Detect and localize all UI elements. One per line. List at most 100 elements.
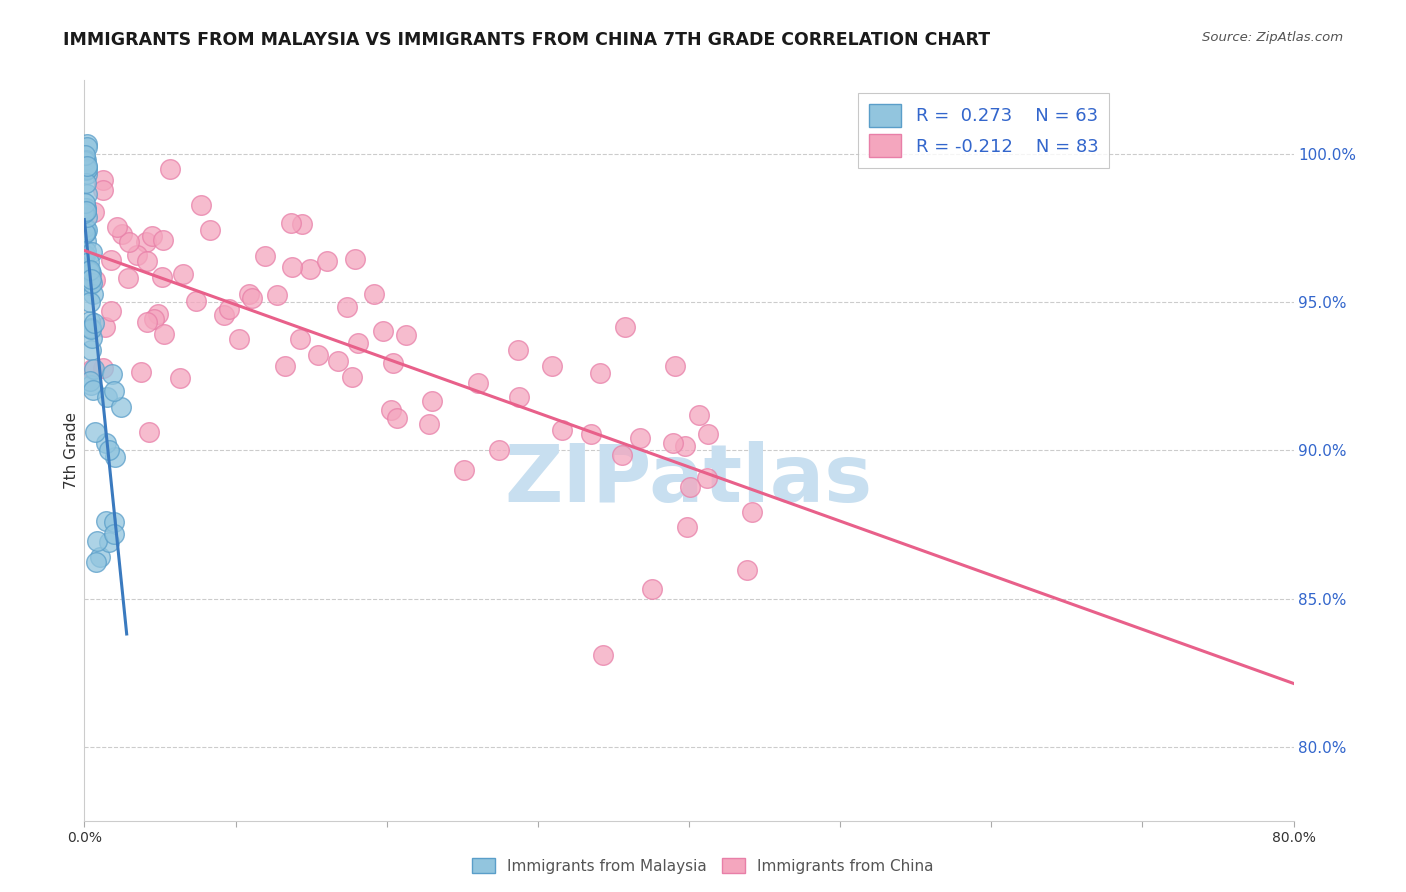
Point xyxy=(613,320,636,334)
Point xyxy=(82,362,104,376)
Point xyxy=(328,354,350,368)
Point xyxy=(101,367,124,381)
Point xyxy=(76,222,98,236)
Point xyxy=(418,417,440,431)
Text: IMMIGRANTS FROM MALAYSIA VS IMMIGRANTS FROM CHINA 7TH GRADE CORRELATION CHART: IMMIGRANTS FROM MALAYSIA VS IMMIGRANTS F… xyxy=(63,31,990,49)
Point xyxy=(75,153,97,167)
Point xyxy=(540,359,562,373)
Point xyxy=(75,225,97,239)
Point xyxy=(98,442,121,457)
Point xyxy=(89,550,111,565)
Point xyxy=(76,211,98,225)
Point xyxy=(238,286,260,301)
Point xyxy=(79,278,101,293)
Point xyxy=(240,291,263,305)
Point xyxy=(76,159,98,173)
Point xyxy=(103,384,125,399)
Point xyxy=(138,425,160,439)
Point xyxy=(93,361,115,376)
Legend: Immigrants from Malaysia, Immigrants from China: Immigrants from Malaysia, Immigrants fro… xyxy=(465,852,941,880)
Point xyxy=(75,204,97,219)
Point xyxy=(291,217,314,231)
Point xyxy=(103,516,125,530)
Point xyxy=(288,332,311,346)
Point xyxy=(508,391,530,405)
Point xyxy=(75,176,97,190)
Point xyxy=(280,216,302,230)
Point xyxy=(77,254,100,268)
Point xyxy=(96,390,118,404)
Point xyxy=(98,535,121,549)
Point xyxy=(104,450,127,464)
Legend: R =  0.273    N = 63, R = -0.212    N = 83: R = 0.273 N = 63, R = -0.212 N = 83 xyxy=(858,93,1109,169)
Point xyxy=(84,272,107,286)
Point xyxy=(111,227,134,241)
Point xyxy=(80,321,103,335)
Point xyxy=(75,235,97,249)
Point xyxy=(281,260,304,275)
Point xyxy=(80,266,103,280)
Point xyxy=(96,514,118,528)
Point xyxy=(86,555,108,569)
Point xyxy=(82,245,104,260)
Point xyxy=(80,343,103,358)
Point xyxy=(662,435,685,450)
Point xyxy=(79,374,101,388)
Point xyxy=(84,425,107,440)
Y-axis label: 7th Grade: 7th Grade xyxy=(63,412,79,489)
Point xyxy=(129,365,152,379)
Point xyxy=(228,332,250,346)
Point xyxy=(190,198,212,212)
Point xyxy=(735,563,758,577)
Point xyxy=(675,520,697,534)
Point xyxy=(307,348,329,362)
Point xyxy=(76,160,98,174)
Point xyxy=(103,526,125,541)
Point xyxy=(467,376,489,390)
Point xyxy=(79,262,101,277)
Point xyxy=(336,300,359,314)
Text: ZIPatlas: ZIPatlas xyxy=(505,441,873,519)
Point xyxy=(73,226,96,240)
Point xyxy=(381,356,404,370)
Point xyxy=(741,505,763,519)
Point xyxy=(73,153,96,168)
Point xyxy=(142,311,165,326)
Point xyxy=(343,252,366,266)
Point xyxy=(673,439,696,453)
Point xyxy=(83,316,105,330)
Point xyxy=(274,359,297,374)
Point xyxy=(76,137,98,152)
Point xyxy=(592,648,614,663)
Point xyxy=(118,235,141,249)
Point xyxy=(135,315,157,329)
Point xyxy=(76,186,98,201)
Point xyxy=(94,319,117,334)
Point xyxy=(86,534,108,549)
Point xyxy=(610,448,633,462)
Point xyxy=(159,162,181,177)
Point xyxy=(152,326,174,341)
Point xyxy=(75,219,97,234)
Point xyxy=(679,480,702,494)
Point xyxy=(79,314,101,328)
Point xyxy=(347,335,370,350)
Point xyxy=(83,204,105,219)
Point xyxy=(169,370,191,384)
Point xyxy=(75,248,97,262)
Point xyxy=(254,249,277,263)
Point xyxy=(551,423,574,437)
Text: Source: ZipAtlas.com: Source: ZipAtlas.com xyxy=(1202,31,1343,45)
Point xyxy=(266,288,288,302)
Point xyxy=(73,206,96,220)
Point xyxy=(93,173,115,187)
Point xyxy=(75,204,97,219)
Point xyxy=(363,287,385,301)
Point xyxy=(75,244,97,258)
Point xyxy=(110,400,132,414)
Point xyxy=(371,324,394,338)
Point xyxy=(73,247,96,261)
Point xyxy=(76,140,98,154)
Point xyxy=(214,309,236,323)
Point xyxy=(696,471,718,485)
